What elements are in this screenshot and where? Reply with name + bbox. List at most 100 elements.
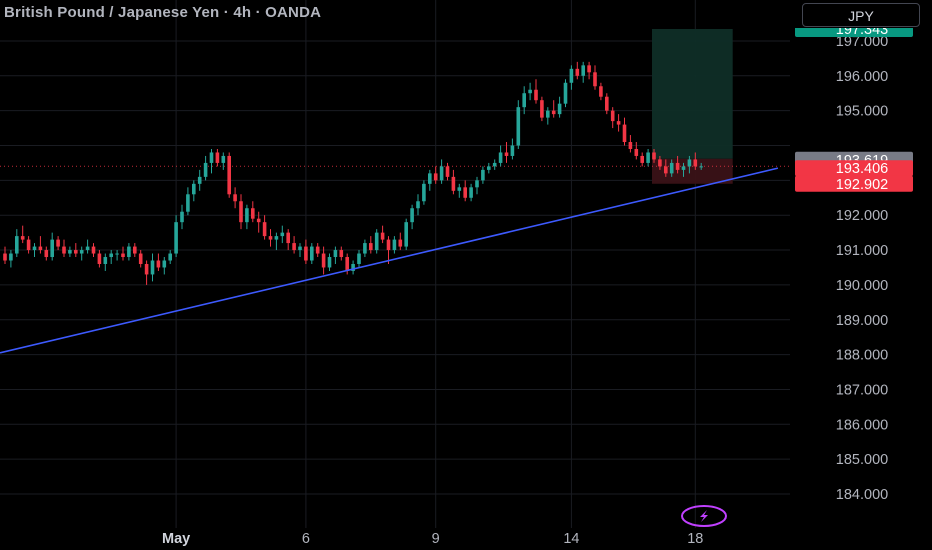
candle[interactable] <box>693 152 698 170</box>
candle[interactable] <box>156 253 161 271</box>
candle[interactable] <box>445 162 450 181</box>
candle[interactable] <box>91 243 96 258</box>
candle[interactable] <box>374 229 379 254</box>
candle[interactable] <box>404 218 408 251</box>
candle[interactable] <box>475 176 479 195</box>
candle[interactable] <box>628 135 633 153</box>
candle[interactable] <box>115 250 119 261</box>
candle[interactable] <box>186 187 190 216</box>
candle[interactable] <box>528 82 532 101</box>
candle[interactable] <box>292 236 296 254</box>
candle[interactable] <box>138 250 143 268</box>
currency-button[interactable]: JPY <box>802 3 920 27</box>
candle[interactable] <box>557 96 562 118</box>
candle[interactable] <box>416 194 420 216</box>
candle[interactable] <box>304 239 308 264</box>
candle[interactable] <box>658 155 662 170</box>
candle[interactable] <box>392 236 397 254</box>
target-zone[interactable] <box>652 28 733 159</box>
trendline[interactable] <box>0 167 779 354</box>
candle[interactable] <box>616 114 621 132</box>
candle[interactable] <box>510 138 515 160</box>
candle[interactable] <box>56 236 60 251</box>
candle[interactable] <box>487 162 491 174</box>
candle[interactable] <box>563 79 568 108</box>
candle[interactable] <box>469 183 473 202</box>
candle[interactable] <box>339 246 344 261</box>
candle[interactable] <box>605 93 609 115</box>
candle[interactable] <box>203 155 208 181</box>
candle[interactable] <box>451 169 456 195</box>
candle[interactable] <box>62 239 66 258</box>
candle[interactable] <box>587 61 591 80</box>
candle[interactable] <box>546 107 550 125</box>
candle[interactable] <box>251 201 255 223</box>
candle[interactable] <box>268 229 273 247</box>
candle[interactable] <box>357 250 361 268</box>
candle[interactable] <box>433 166 438 184</box>
candle[interactable] <box>610 107 615 129</box>
candle[interactable] <box>74 243 78 258</box>
candle[interactable] <box>522 86 526 115</box>
candle[interactable] <box>310 243 314 264</box>
candle[interactable] <box>298 243 302 258</box>
candle[interactable] <box>581 61 585 83</box>
candle[interactable] <box>162 257 167 275</box>
candle[interactable] <box>3 246 7 264</box>
candle[interactable] <box>127 243 131 261</box>
candle[interactable] <box>652 148 656 163</box>
lightning-bolt-icon[interactable] <box>681 505 727 527</box>
candle[interactable] <box>575 61 580 80</box>
candle[interactable] <box>622 117 627 146</box>
candle[interactable] <box>221 152 226 170</box>
candle[interactable] <box>699 162 703 170</box>
candle[interactable] <box>687 155 692 174</box>
candle[interactable] <box>144 260 149 285</box>
candle[interactable] <box>516 100 521 149</box>
candle[interactable] <box>233 187 237 209</box>
candle[interactable] <box>321 246 326 275</box>
candle[interactable] <box>504 142 509 163</box>
candle[interactable] <box>569 65 574 90</box>
candle[interactable] <box>9 250 13 268</box>
candle[interactable] <box>463 180 467 202</box>
candle[interactable] <box>15 229 19 258</box>
candle[interactable] <box>262 215 267 240</box>
candle[interactable] <box>197 169 202 191</box>
candle[interactable] <box>20 225 25 244</box>
candle[interactable] <box>280 225 285 244</box>
candle[interactable] <box>386 236 391 264</box>
candle[interactable] <box>150 253 155 282</box>
candle[interactable] <box>32 243 37 258</box>
candle[interactable] <box>669 159 674 177</box>
candle[interactable] <box>133 243 137 258</box>
candle[interactable] <box>498 145 503 167</box>
candle[interactable] <box>209 148 214 174</box>
candle[interactable] <box>363 239 367 258</box>
candle[interactable] <box>274 232 279 251</box>
candle[interactable] <box>439 159 444 184</box>
candle[interactable] <box>245 204 249 230</box>
candle[interactable] <box>351 260 355 275</box>
candle[interactable] <box>239 194 243 230</box>
candle[interactable] <box>410 204 414 230</box>
candle[interactable] <box>593 65 597 90</box>
candle[interactable] <box>85 239 90 254</box>
candle[interactable] <box>664 159 668 177</box>
candle[interactable] <box>551 100 556 118</box>
candle[interactable] <box>256 211 261 233</box>
candle[interactable] <box>26 236 31 254</box>
candle[interactable] <box>192 180 196 202</box>
candle[interactable] <box>481 166 485 184</box>
candle[interactable] <box>540 96 544 122</box>
candle[interactable] <box>50 232 54 261</box>
candle[interactable] <box>38 236 43 254</box>
candle[interactable] <box>79 246 84 261</box>
candle[interactable] <box>534 79 538 104</box>
candle[interactable] <box>97 250 102 268</box>
candle[interactable] <box>68 246 72 258</box>
candle[interactable] <box>640 152 644 167</box>
candle[interactable] <box>380 225 385 244</box>
candle[interactable] <box>398 232 403 251</box>
